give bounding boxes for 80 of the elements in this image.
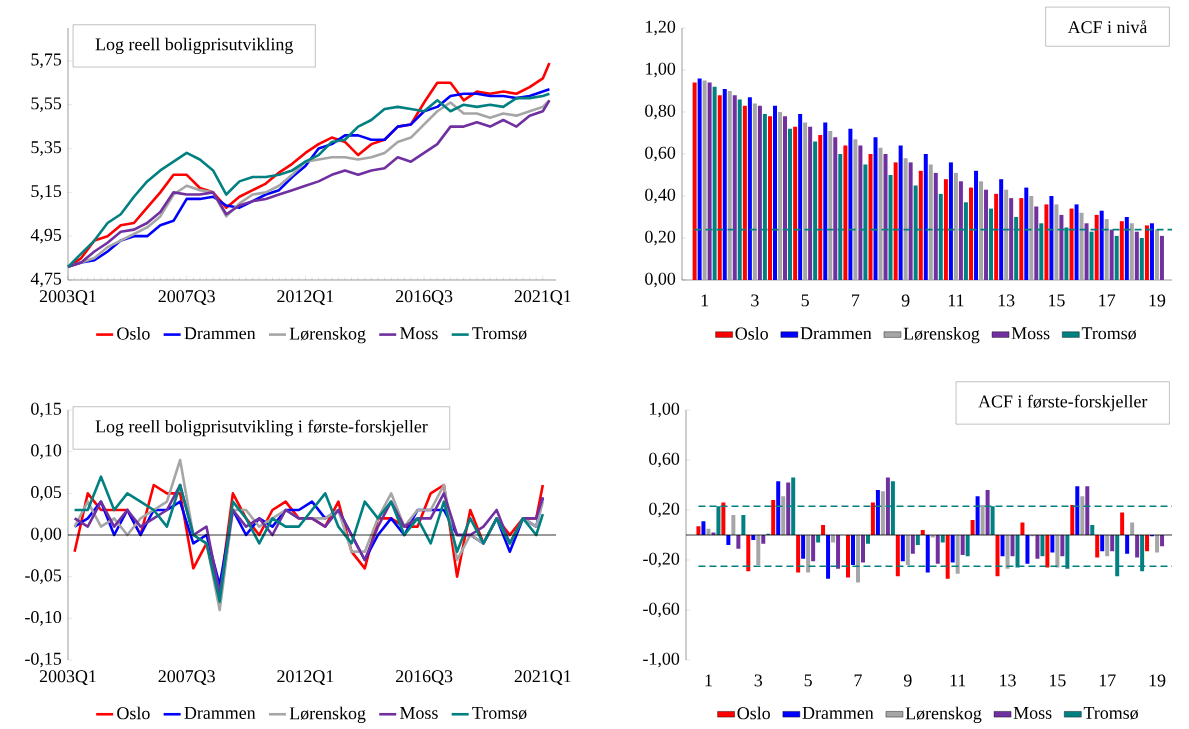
- chart-title: Log reell boligprisutvikling: [95, 37, 293, 55]
- x-tick-label: 2007Q3: [158, 290, 215, 305]
- x-tick-label: 9: [901, 294, 910, 307]
- y-tick-label: 1,20: [646, 20, 676, 36]
- legend-label: Lørenskog: [289, 327, 366, 344]
- y-tick-label: 5,75: [31, 53, 62, 69]
- y-tick-label: -1,00: [643, 652, 680, 668]
- x-tick-label: 15: [1049, 294, 1065, 307]
- y-tick-label: 0,60: [649, 452, 680, 468]
- x-tick-label: 19: [1149, 294, 1166, 307]
- y-tick-label: -0,05: [25, 569, 62, 585]
- y-tick-label: -0,15: [25, 652, 62, 668]
- y-tick-label: 5,35: [31, 141, 62, 156]
- y-tick-label: 0,40: [645, 188, 676, 204]
- x-tick-label: 2003Q1: [39, 290, 96, 305]
- legend-label: Moss: [1011, 327, 1050, 340]
- x-tick-label: 17: [1099, 294, 1116, 307]
- x-tick-label: 9: [903, 674, 912, 687]
- x-tick-label: 11: [948, 294, 964, 307]
- y-tick-label: 0,00: [31, 527, 62, 543]
- x-tick-label: 19: [1149, 674, 1166, 687]
- x-tick-label: 5: [804, 674, 812, 687]
- y-tick-label: 5,15: [31, 185, 62, 200]
- x-tick-label: 13: [998, 294, 1015, 307]
- y-tick-label: 0,00: [645, 272, 676, 288]
- legend-label: Drammen: [800, 327, 872, 340]
- text: Log reell boligprisutvikling i første-forskjeller: [95, 419, 428, 437]
- x-tick-label: 17: [1099, 674, 1116, 687]
- x-tick-label: 1: [705, 674, 712, 687]
- chart-title: ACF i nivå: [1067, 20, 1148, 34]
- x-tick-label: 5: [801, 294, 809, 307]
- legend-label: Oslo: [117, 706, 150, 720]
- chart-title: ACF i første-forskjeller: [978, 394, 1148, 412]
- x-tick-label: 2012Q1: [277, 670, 334, 686]
- y-tick-label: 0,15: [31, 402, 62, 418]
- legend-label: Tromsø: [472, 327, 527, 340]
- legend-label: Tromsø: [472, 707, 527, 720]
- y-tick-label: 1,00: [646, 62, 676, 78]
- x-tick-label: 2021Q1: [514, 670, 571, 686]
- legend-label: Lørenskog: [289, 706, 366, 723]
- x-tick-label: 15: [1049, 674, 1066, 687]
- y-tick-label: -0,10: [25, 611, 62, 626]
- legend-label: Drammen: [184, 707, 256, 719]
- y-tick-label: 0,05: [31, 485, 62, 501]
- y-tick-label: -0,20: [643, 552, 680, 568]
- legend-label: Moss: [400, 327, 438, 340]
- x-tick-label: 2016Q3: [396, 670, 453, 686]
- x-tick-label: 2016Q3: [396, 290, 453, 305]
- legend-label: Drammen: [184, 327, 256, 340]
- y-tick-label: 0,80: [645, 104, 676, 120]
- x-tick-label: 2012Q1: [277, 290, 334, 305]
- legend-label: Lørenskog: [905, 706, 982, 723]
- legend-label: Oslo: [735, 327, 768, 340]
- y-tick-label: 1,00: [650, 402, 680, 418]
- y-tick-label: -0,60: [643, 602, 680, 618]
- y-tick-label: 0,20: [649, 502, 680, 518]
- legend-label: Tromsø: [1083, 707, 1139, 720]
- x-tick-label: 1: [701, 294, 709, 307]
- x-tick-label: 3: [751, 294, 759, 307]
- y-tick-label: 0,60: [645, 146, 676, 162]
- x-tick-label: 7: [854, 674, 862, 687]
- y-tick-label: 0,20: [645, 230, 676, 246]
- x-tick-label: 13: [1000, 674, 1016, 687]
- legend-label: Moss: [1013, 707, 1052, 719]
- legend-label: Lørenskog: [903, 327, 980, 344]
- legend-label: Oslo: [117, 327, 150, 340]
- y-tick-label: 4,75: [30, 272, 62, 288]
- y-tick-label: 5,55: [31, 97, 62, 112]
- x-tick-label: 11: [950, 674, 966, 687]
- legend-label: Oslo: [737, 706, 770, 720]
- x-tick-label: 2021Q1: [514, 290, 571, 305]
- legend-label: Moss: [400, 707, 438, 719]
- x-tick-label: 3: [754, 674, 763, 687]
- y-tick-label: 0,10: [31, 444, 62, 460]
- legend-label: Drammen: [802, 707, 874, 719]
- legend-label: Tromsø: [1081, 327, 1137, 340]
- x-tick-label: 2003Q1: [39, 670, 96, 686]
- x-tick-label: 7: [852, 294, 860, 307]
- x-tick-label: 2007Q3: [158, 670, 215, 686]
- y-tick-label: 4,95: [30, 228, 62, 244]
